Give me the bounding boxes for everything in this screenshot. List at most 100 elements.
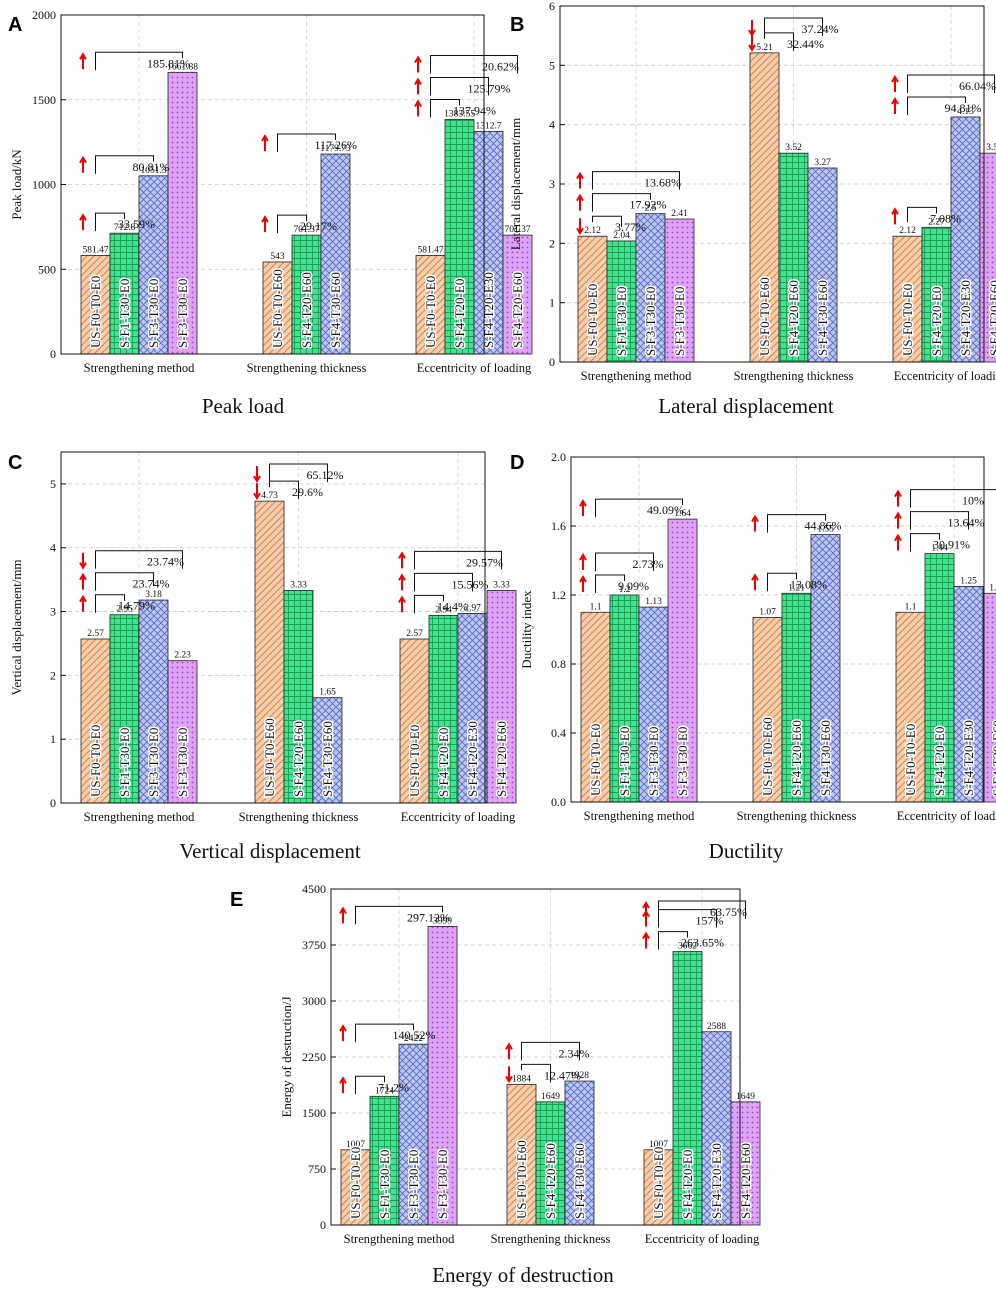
y-axis-label: Peak load/kN (9, 149, 24, 220)
comparison-bracket (95, 550, 183, 569)
value-label: 1661.88 (167, 62, 198, 72)
y-tick-label: 3 (50, 605, 56, 619)
value-label: 1649 (736, 1092, 755, 1102)
percent-change-label: 23.74% (133, 577, 170, 591)
bar (609, 594, 640, 803)
value-label: 2.23 (174, 651, 191, 661)
increase-arrow-icon (339, 1024, 347, 1042)
category-label: Eccentricity of loading (894, 369, 996, 383)
comparison-bracket (95, 51, 183, 71)
percent-change-label: 185.81% (147, 56, 190, 70)
increase-arrow-icon (576, 171, 584, 189)
bar-name-label: S-F1-T30-E0 (617, 727, 632, 796)
comparison-bracket (592, 215, 622, 227)
increase-arrow-icon (894, 511, 902, 529)
bar-name-label: S-F4-T20-E60 (789, 720, 804, 796)
y-tick-label: 1500 (302, 1106, 326, 1120)
bar (473, 131, 504, 355)
bar-name-label: S-F1-T30-E0 (377, 1150, 392, 1219)
increase-arrow-icon (79, 52, 87, 70)
percent-change-label: 9.09% (618, 579, 649, 593)
panel-caption: Lateral displacement (658, 394, 834, 418)
increase-arrow-icon (79, 572, 87, 590)
bar (895, 611, 926, 803)
bar (283, 590, 314, 804)
value-label: 1.55 (817, 525, 834, 535)
bar-name-label: US-F0-T0-E0 (88, 725, 103, 797)
percent-change-label: 10% (962, 494, 984, 508)
category-label: Strengthening thickness (239, 810, 359, 824)
panel-caption: Ductility (709, 839, 784, 863)
panel-caption: Vertical displacement (179, 839, 361, 863)
panel-letter: A (8, 14, 22, 36)
bar (580, 611, 611, 803)
y-tick-label: 0.8 (551, 657, 566, 671)
y-tick-label: 1500 (32, 93, 56, 107)
bar (502, 234, 533, 355)
y-tick-label: 1000 (32, 178, 56, 192)
bar (778, 152, 809, 363)
bar-name-label: US-F0-T0-E0 (423, 276, 438, 348)
bar-name-label: S-F4-T20-E60 (543, 1143, 558, 1219)
bar (428, 614, 459, 804)
increase-arrow-icon (576, 193, 584, 211)
bar (577, 235, 608, 363)
value-label: 1.25 (960, 576, 977, 586)
percent-change-label: 63.75% (710, 905, 747, 919)
increase-arrow-icon (261, 215, 269, 233)
panel-letter: D (510, 452, 524, 474)
value-label: 1724 (375, 1086, 394, 1096)
y-axis-label: Ductility index (519, 590, 534, 669)
bar (924, 553, 955, 803)
comparison-bracket (907, 96, 966, 115)
bar-name-label: S-F4-T20-E0 (680, 1150, 695, 1219)
value-label: 1007 (346, 1140, 365, 1150)
bar-name-label: US-F0-T0-E0 (348, 1147, 363, 1219)
comparison-bracket (592, 193, 651, 212)
value-label: 1312.7 (475, 121, 501, 131)
value-label: 1.21 (989, 583, 996, 593)
bar (664, 218, 695, 363)
value-label: 5.21 (756, 43, 773, 53)
increase-arrow-icon (79, 155, 87, 173)
bar-name-label: S-F4-T20-E0 (929, 287, 944, 356)
category-label: Strengthening thickness (491, 1232, 611, 1246)
percent-change-label: 32.44% (787, 37, 824, 51)
comparison-bracket (907, 206, 937, 223)
value-label: 4.73 (261, 491, 278, 501)
bar (810, 534, 841, 803)
comparison-bracket (355, 1075, 385, 1095)
value-label: 3.18 (145, 590, 162, 600)
value-label: 3.52 (785, 143, 802, 153)
increase-arrow-icon (79, 594, 87, 612)
increase-arrow-icon (398, 573, 406, 591)
comparison-bracket (269, 463, 328, 482)
y-tick-label: 2 (549, 236, 555, 250)
y-tick-label: 0.0 (551, 795, 566, 809)
category-label: Strengthening thickness (737, 809, 857, 823)
value-label: 2.97 (464, 603, 481, 613)
bar-name-label: S-F4-T30-E60 (320, 721, 335, 797)
y-tick-label: 4500 (302, 882, 326, 896)
percent-change-label: 3.77% (615, 220, 646, 234)
y-tick-label: 5 (50, 477, 56, 491)
bar (643, 1149, 674, 1226)
percent-change-label: 66.04% (959, 79, 996, 93)
bar-name-label: US-F0-T0-E60 (760, 717, 775, 796)
bar (781, 592, 812, 803)
value-label: 1383.55 (444, 109, 475, 119)
value-label: 581.47 (417, 245, 443, 255)
increase-arrow-icon (339, 906, 347, 924)
y-tick-label: 0 (50, 347, 56, 361)
bar (312, 697, 343, 804)
bar (444, 119, 475, 355)
percent-change-label: 14.79% (118, 599, 155, 613)
y-tick-label: 2.0 (551, 450, 566, 464)
decrease-arrow-icon (79, 552, 87, 570)
value-label: 2588 (707, 1022, 726, 1032)
comparison-bracket (430, 76, 489, 96)
value-label: 701.37 (293, 225, 319, 235)
value-label: 3.33 (290, 580, 307, 590)
percent-change-label: 13.68% (644, 176, 681, 190)
